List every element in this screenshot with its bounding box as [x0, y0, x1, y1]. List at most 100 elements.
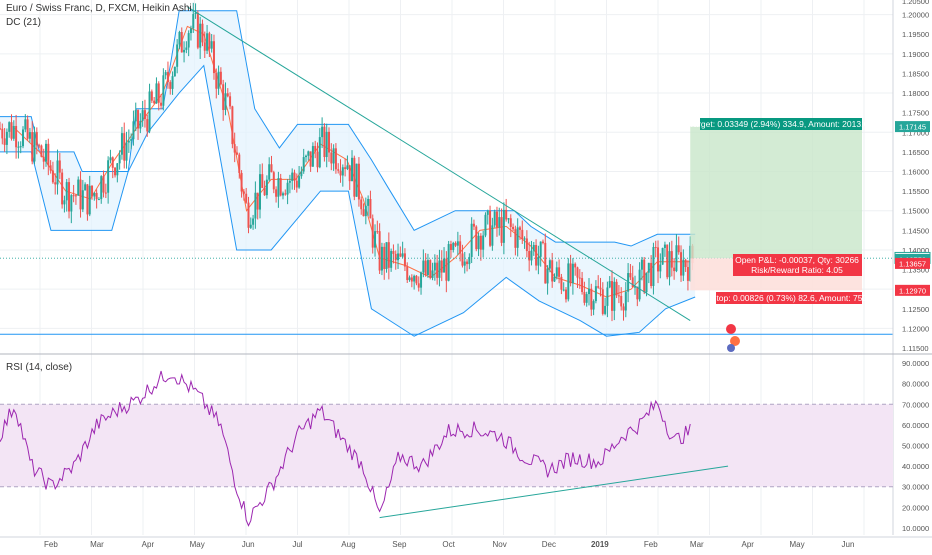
- time-axis-label: Jul: [292, 540, 302, 549]
- candle-body: [305, 155, 308, 158]
- candle-body: [68, 182, 71, 212]
- candle-body: [647, 262, 650, 273]
- rsi-line: [0, 370, 691, 527]
- candle-body: [231, 106, 234, 145]
- candle-body: [3, 138, 6, 145]
- candle-body: [530, 250, 533, 261]
- time-axis-label: Oct: [442, 540, 455, 549]
- candle-body: [249, 224, 252, 228]
- candle-body: [5, 131, 8, 145]
- candle-body: [475, 226, 478, 250]
- candle-body: [17, 146, 20, 148]
- candle-body: [146, 119, 149, 132]
- price-axis-tick: 1.20000: [902, 11, 929, 20]
- candle-body: [574, 263, 577, 268]
- candle-body: [369, 198, 372, 219]
- candle-body: [316, 151, 319, 168]
- candle-body: [452, 242, 455, 250]
- candle-body: [109, 157, 112, 161]
- candle-body: [438, 260, 441, 278]
- candle-body: [125, 142, 128, 161]
- candle-body: [33, 132, 36, 162]
- candle-body: [189, 28, 192, 34]
- candle-body: [583, 292, 586, 303]
- price-axis-tick: 1.13500: [902, 266, 929, 275]
- candle-body: [263, 187, 266, 196]
- candle-body: [353, 157, 356, 197]
- candle-body: [420, 272, 423, 288]
- price-axis-tick: 1.16000: [902, 168, 929, 177]
- candle-body: [403, 253, 406, 267]
- candle-body: [562, 289, 565, 291]
- candle-body: [459, 241, 462, 254]
- time-axis-label: Sep: [392, 540, 407, 549]
- time-axis-label: Feb: [644, 540, 658, 549]
- price-axis-tick: 1.12500: [902, 305, 929, 314]
- candle-body: [654, 247, 657, 249]
- candle-body: [12, 125, 15, 139]
- candle-body: [74, 195, 77, 197]
- price-axis-tick: 1.14000: [902, 246, 929, 255]
- candle-body: [171, 76, 174, 89]
- candle-body: [599, 287, 602, 290]
- candle-body: [143, 110, 146, 120]
- price-label-box: [895, 257, 930, 269]
- candle-body: [88, 185, 91, 215]
- candle-body: [390, 251, 393, 268]
- rsi-band: [0, 404, 893, 487]
- candle-body: [104, 192, 107, 194]
- rsi-axis-tick: 50.0000: [902, 442, 929, 451]
- candle-body: [604, 305, 607, 314]
- candle-body: [93, 192, 96, 197]
- candle-body: [187, 33, 190, 48]
- candle-body: [100, 176, 103, 200]
- price-axis-tick: 1.11500: [902, 344, 929, 353]
- candle-body: [645, 272, 648, 293]
- candle-body: [495, 211, 498, 228]
- time-axis-label: Jun: [842, 540, 855, 549]
- candle-body: [56, 160, 59, 185]
- candle-body: [58, 160, 61, 173]
- candle-body: [362, 209, 365, 217]
- candle-body: [245, 193, 248, 203]
- candle-body: [210, 41, 213, 49]
- candle-body: [537, 256, 540, 266]
- candle-body: [240, 172, 243, 192]
- candle-body: [321, 126, 324, 138]
- candle-body: [51, 170, 54, 183]
- candle-body: [456, 241, 459, 246]
- candle-body: [72, 195, 75, 197]
- pnl-label-text: Open P&L: -0.00037, Qty: 30266: [735, 255, 859, 265]
- rsi-axis-tick: 60.0000: [902, 421, 929, 430]
- candle-body: [500, 217, 503, 243]
- candle-body: [8, 122, 11, 132]
- candle-body: [10, 122, 13, 139]
- candle-body: [479, 235, 482, 250]
- candle-body: [31, 132, 34, 162]
- candle-body: [585, 294, 588, 303]
- candle-body: [417, 283, 420, 288]
- candle-body: [150, 91, 153, 101]
- candle-body: [141, 110, 144, 121]
- candle-body: [512, 226, 515, 230]
- candle-body: [523, 238, 526, 240]
- candle-body: [594, 286, 597, 302]
- candle-body: [560, 276, 563, 290]
- candle-body: [431, 270, 434, 278]
- candle-body: [686, 267, 689, 281]
- price-axis-tick: 1.18000: [902, 89, 929, 98]
- candle-body: [70, 195, 73, 212]
- rr-label-text: Risk/Reward Ratio: 4.05: [751, 265, 843, 275]
- candle-body: [318, 137, 321, 168]
- candle-body: [45, 143, 48, 162]
- candle-body: [77, 179, 80, 196]
- candle-body: [208, 33, 211, 49]
- candle-body: [615, 281, 618, 296]
- candle-body: [346, 165, 349, 169]
- candle-body: [97, 199, 100, 201]
- price-axis-tick: 1.17500: [902, 109, 929, 118]
- candle-body: [238, 154, 241, 173]
- price-axis-tick: 1.17000: [902, 128, 929, 137]
